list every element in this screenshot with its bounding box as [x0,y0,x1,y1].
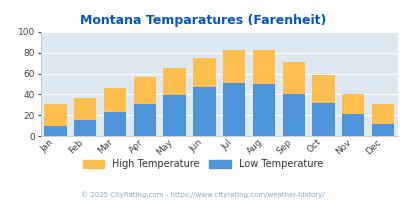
Bar [104,112,126,136]
Text: © 2025 CityRating.com - https://www.cityrating.com/weather-history/: © 2025 CityRating.com - https://www.city… [81,191,324,198]
Bar [104,88,126,112]
Bar [74,120,96,136]
Legend: High Temperature, Low Temperature: High Temperature, Low Temperature [83,159,322,169]
Bar [133,77,156,104]
Bar [193,58,215,87]
Bar [44,126,66,136]
Bar [311,103,334,136]
Text: Montana Temparatures (Farenheit): Montana Temparatures (Farenheit) [80,14,325,27]
Bar [371,104,393,124]
Bar [311,75,334,103]
Bar [74,98,96,120]
Bar [44,104,66,126]
Bar [371,124,393,136]
Bar [163,95,185,136]
Bar [341,94,364,114]
Bar [282,62,304,94]
Bar [341,114,364,136]
Bar [163,68,185,95]
Bar [252,84,275,136]
Bar [222,50,245,83]
Bar [222,83,245,136]
Bar [282,94,304,136]
Bar [133,104,156,136]
Bar [252,50,275,84]
Bar [193,87,215,136]
